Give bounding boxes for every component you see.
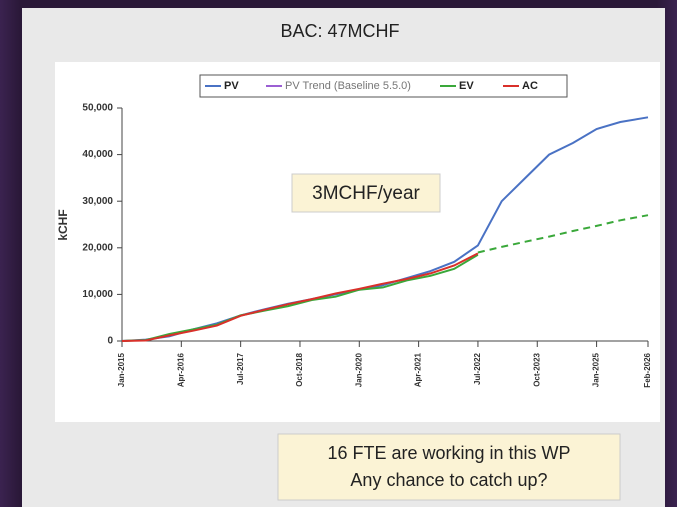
series-line [477, 214, 649, 254]
slide-title: BAC: 47MCHF [280, 21, 399, 41]
x-tick-label: Jan-2025 [592, 352, 601, 387]
x-tick-label: Oct-2023 [532, 352, 541, 386]
annotation-box [277, 433, 621, 501]
legend-label: PV Trend (Baseline 5.5.0) [285, 80, 411, 92]
x-tick-label: Oct-2018 [295, 352, 304, 386]
x-tick-label: Apr-2016 [176, 352, 185, 387]
x-tick-label: Jul-2017 [236, 352, 245, 385]
y-tick-label: 50,000 [82, 103, 113, 114]
plot: 0 10,000 20,000 30,000 40,000 50,000 Jan-2015 A… [82, 80, 652, 388]
series-line [121, 252, 479, 342]
x-tick-label: Apr-2021 [414, 352, 423, 387]
annotation: Any chance to catch up? [350, 470, 547, 490]
legend-label: EV [459, 80, 474, 92]
y-tick-label: 20,000 [82, 242, 113, 253]
x-tick-label: Feb-2026 [643, 352, 652, 387]
x-tick-label: Jul-2022 [473, 352, 482, 385]
annotation: 16 FTE are working in this WP [327, 443, 570, 463]
x-tick-label: Jan-2015 [117, 352, 126, 387]
y-tick-label: 0 [107, 336, 113, 347]
chart-area [55, 62, 660, 422]
annotation: 3MCHF/year [312, 183, 420, 204]
legend-label: PV [224, 80, 239, 92]
y-axis-label: kCHF [56, 209, 70, 240]
y-tick-label: 30,000 [82, 196, 113, 207]
legend-box [199, 74, 568, 98]
series-line [121, 253, 479, 342]
annotation-box [291, 173, 441, 213]
y-tick-label: 10,000 [82, 289, 113, 300]
y-tick-label: 40,000 [82, 149, 113, 160]
legend-label: AC [522, 80, 538, 92]
x-tick-label: Jan-2020 [354, 352, 363, 387]
